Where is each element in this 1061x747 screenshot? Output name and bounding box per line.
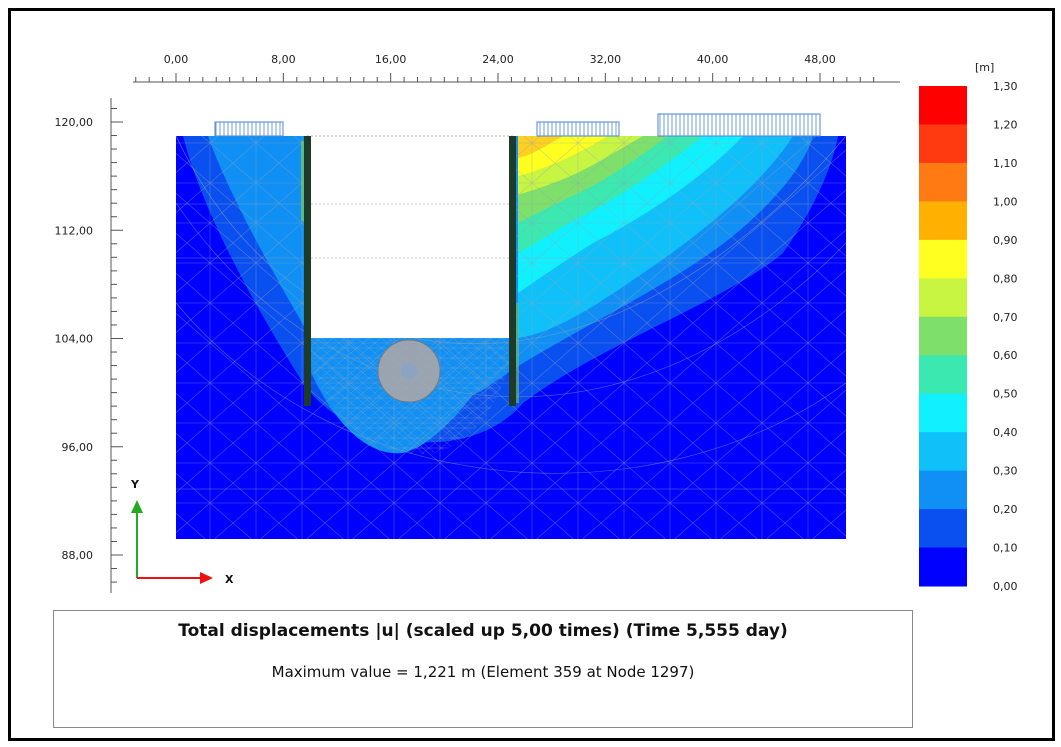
legend-unit: [m] <box>975 61 994 74</box>
legend-label: 0,70 <box>993 311 1018 324</box>
x-axis-label: X <box>225 573 234 586</box>
y-tick-label: 96,00 <box>62 441 94 454</box>
tunnel <box>377 339 441 403</box>
x-tick-label: 8,00 <box>271 53 296 66</box>
legend-label: 0,60 <box>993 349 1018 362</box>
right-wall <box>509 136 516 406</box>
legend-label: 0,00 <box>993 580 1018 593</box>
legend-swatch <box>919 393 967 433</box>
legend-swatch <box>919 470 967 510</box>
figure-frame: 0,00 8,00 16,00 24,00 32,00 40,00 48,00 120,00… <box>8 8 1055 741</box>
load-right <box>657 113 821 137</box>
legend-swatch <box>919 201 967 241</box>
legend-label: 0,90 <box>993 234 1018 247</box>
legend-label: 0,40 <box>993 426 1018 439</box>
legend-swatch <box>919 547 967 587</box>
legend-label: 0,80 <box>993 272 1018 285</box>
legend-swatch <box>919 509 967 549</box>
legend-swatch <box>919 278 967 318</box>
legend-swatch <box>919 124 967 164</box>
legend-swatch <box>919 239 967 279</box>
color-legend: [m] 1,30 1,20 1,10 1,00 0,90 0,80 0,70 0,60 0,50… <box>919 61 1018 593</box>
y-tick-label: 112,00 <box>55 224 94 237</box>
x-tick-label: 40,00 <box>697 53 729 66</box>
y-tick-label: 88,00 <box>62 549 94 562</box>
legend-swatch <box>919 86 967 125</box>
legend-swatch <box>919 355 967 395</box>
retaining-walls <box>301 136 519 406</box>
x-tick-label: 48,00 <box>804 53 836 66</box>
plot-canvas: 0,00 8,00 16,00 24,00 32,00 40,00 48,00 120,00… <box>55 53 1018 593</box>
load-middle <box>536 121 620 137</box>
caption-title: Total displacements |u| (scaled up 5,00 … <box>178 621 788 641</box>
legend-label: 1,00 <box>993 195 1018 208</box>
caption-subtitle: Maximum value = 1,221 m (Element 359 at … <box>271 663 695 681</box>
left-wall <box>304 136 311 406</box>
y-axis-label: Y <box>130 478 140 491</box>
y-tick-label: 120,00 <box>55 116 94 129</box>
legend-label: 0,50 <box>993 388 1018 401</box>
axis-indicator: Y X <box>130 478 234 586</box>
x-tick-label: 0,00 <box>164 53 189 66</box>
legend-swatch <box>919 316 967 356</box>
legend-label: 1,10 <box>993 157 1018 170</box>
legend-label: 1,20 <box>993 118 1018 131</box>
x-axis-arrowhead <box>200 572 213 584</box>
legend-label: 0,20 <box>993 503 1018 516</box>
x-ruler: 0,00 8,00 16,00 24,00 32,00 40,00 48,00 <box>133 53 900 83</box>
legend-swatch <box>919 162 967 202</box>
legend-label: 0,30 <box>993 465 1018 478</box>
x-tick-label: 32,00 <box>590 53 622 66</box>
legend-swatch <box>919 432 967 472</box>
y-ruler: 120,00 112,00 104,00 96,00 88,00 <box>55 98 123 593</box>
legend-label: 0,10 <box>993 542 1018 555</box>
surface-loads <box>214 113 821 137</box>
y-axis-arrowhead <box>131 500 143 513</box>
excavation-outline <box>307 135 513 259</box>
legend-label: 1,30 <box>993 80 1018 93</box>
x-tick-label: 24,00 <box>482 53 514 66</box>
load-left <box>214 121 284 137</box>
x-tick-label: 16,00 <box>375 53 407 66</box>
caption-box: Total displacements |u| (scaled up 5,00 … <box>53 610 913 728</box>
y-tick-label: 104,00 <box>55 333 94 346</box>
